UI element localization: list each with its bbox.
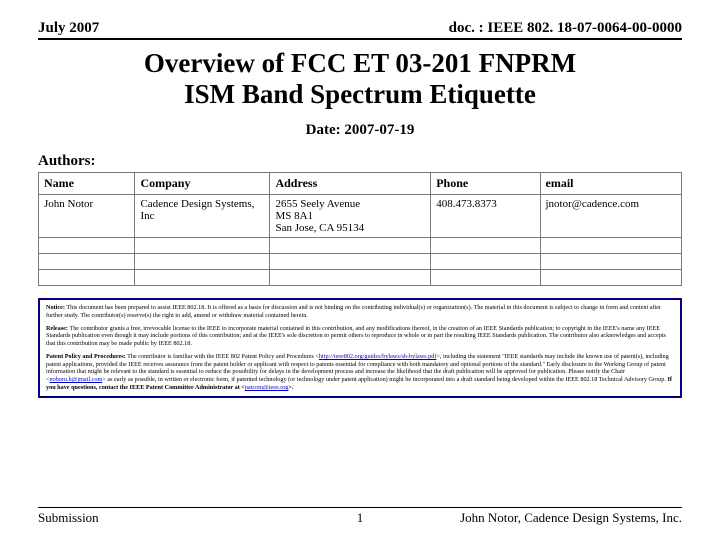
header-doc-id: doc. : IEEE 802. 18-07-0064-00-0000 bbox=[449, 20, 682, 37]
notice-paragraph: Notice: This document has been prepared … bbox=[46, 304, 674, 320]
page-title: Overview of FCC ET 03-201 FNPRM ISM Band… bbox=[38, 48, 682, 110]
cell-name: John Notor bbox=[39, 195, 135, 238]
notice-lead: Notice: bbox=[46, 304, 65, 311]
release-paragraph: Release: The contributor grants a free, … bbox=[46, 325, 674, 348]
release-body: The contributor grants a free, irrevocab… bbox=[46, 325, 666, 348]
notice-body: This document has been prepared to assis… bbox=[46, 304, 661, 319]
col-header-company: Company bbox=[135, 173, 270, 195]
patent-body-a: The contributor is familiar with the IEE… bbox=[126, 353, 319, 360]
cell-email: jnotor@cadence.com bbox=[540, 195, 682, 238]
patent-body-c: > as early as possible, in written or el… bbox=[102, 376, 667, 383]
patent-tail-close: >. bbox=[288, 384, 293, 391]
table-row bbox=[39, 254, 682, 270]
title-line-2: ISM Band Spectrum Etiquette bbox=[184, 79, 536, 109]
footer-row: Submission 1 John Notor, Cadence Design … bbox=[38, 507, 682, 526]
patent-link-chair-email[interactable]: noboru.h@jmail.com bbox=[50, 376, 103, 383]
title-line-1: Overview of FCC ET 03-201 FNPRM bbox=[144, 48, 576, 78]
col-header-phone: Phone bbox=[431, 173, 540, 195]
notice-box: Notice: This document has been prepared … bbox=[38, 298, 682, 398]
footer-left: Submission bbox=[38, 510, 99, 526]
footer-right: John Notor, Cadence Design Systems, Inc. bbox=[460, 510, 682, 526]
authors-table: Name Company Address Phone email John No… bbox=[38, 172, 682, 286]
release-lead: Release: bbox=[46, 325, 68, 332]
date-line: Date: 2007-07-19 bbox=[38, 122, 682, 139]
authors-label: Authors: bbox=[38, 153, 682, 170]
cell-phone: 408.473.8373 bbox=[431, 195, 540, 238]
table-row: John Notor Cadence Design Systems, Inc 2… bbox=[39, 195, 682, 238]
col-header-name: Name bbox=[39, 173, 135, 195]
patent-link-patcom[interactable]: patcom@ieee.org bbox=[245, 384, 289, 391]
patent-link-bylaws[interactable]: http://ieee802.org/guides/bylaws/sb-byla… bbox=[319, 353, 436, 360]
header-row: July 2007 doc. : IEEE 802. 18-07-0064-00… bbox=[38, 20, 682, 40]
col-header-address: Address bbox=[270, 173, 431, 195]
cell-company: Cadence Design Systems, Inc bbox=[135, 195, 270, 238]
table-row bbox=[39, 238, 682, 254]
cell-address: 2655 Seely Avenue MS 8A1 San Jose, CA 95… bbox=[270, 195, 431, 238]
header-date: July 2007 bbox=[38, 20, 99, 37]
table-header-row: Name Company Address Phone email bbox=[39, 173, 682, 195]
patent-lead: Patent Policy and Procedures: bbox=[46, 353, 126, 360]
col-header-email: email bbox=[540, 173, 682, 195]
patent-paragraph: Patent Policy and Procedures: The contri… bbox=[46, 353, 674, 392]
footer-page-number: 1 bbox=[357, 510, 364, 526]
table-row bbox=[39, 270, 682, 286]
